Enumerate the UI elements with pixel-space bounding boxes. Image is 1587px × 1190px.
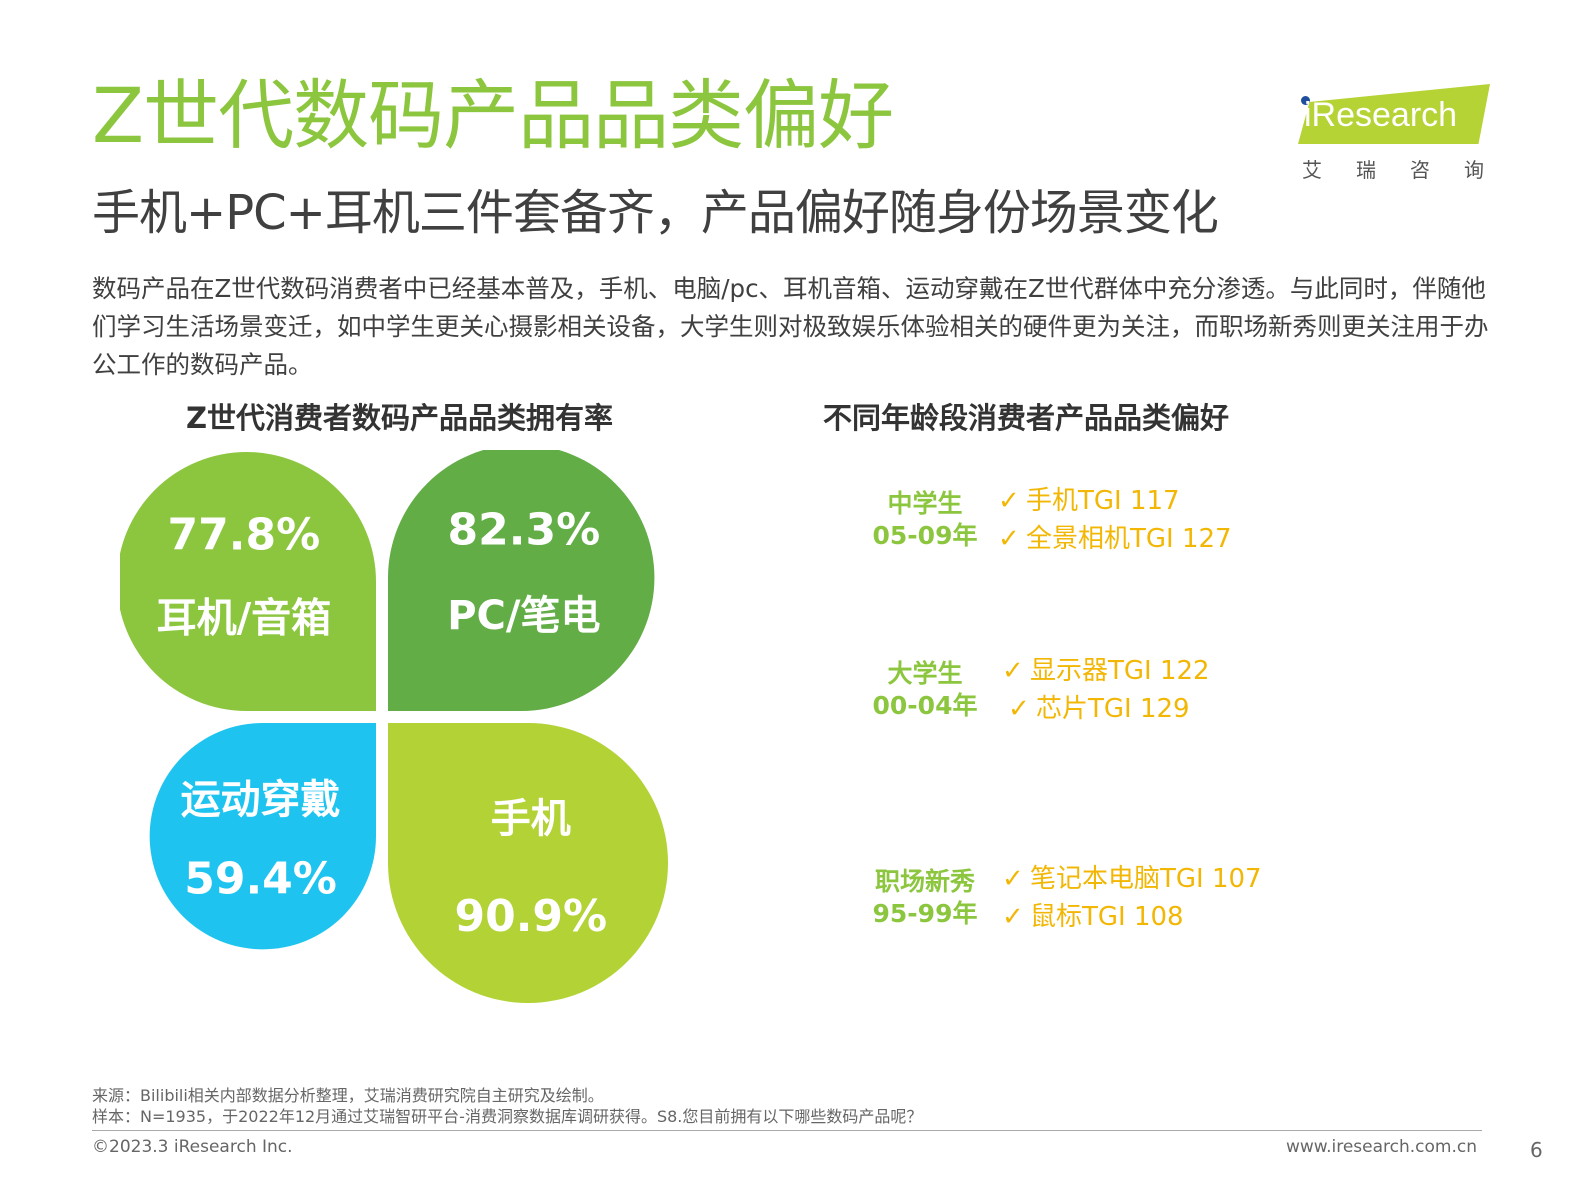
petal-wearables xyxy=(149,723,376,950)
tgi-item: ✓ 显示器TGI 122 xyxy=(1002,652,1210,690)
preference-title: 不同年龄段消费者产品品类偏好 xyxy=(823,401,1230,435)
petal-value-label: 90.9% xyxy=(454,891,607,942)
checkmark-icon: ✓ xyxy=(998,524,1020,554)
website-url: www.iresearch.com.cn xyxy=(1285,1137,1477,1157)
petal-phone xyxy=(388,723,668,1003)
petal-value-label: 77.8% xyxy=(168,509,321,560)
age-group-label: 职场新秀 95-99年 xyxy=(860,866,990,930)
tgi-text: 全景相机TGI 127 xyxy=(1026,524,1232,554)
petal-category-label: 运动穿戴 xyxy=(181,777,341,823)
tgi-list: ✓ 笔记本电脑TGI 107 ✓ 鼠标TGI 108 xyxy=(1002,860,1262,936)
sample-line: 样本：N=1935，于2022年12月通过艾瑞智研平台-消费洞察数据库调研获得。… xyxy=(92,1107,923,1126)
petal-value-label: 82.3% xyxy=(448,504,601,555)
page-number: 6 xyxy=(1530,1138,1543,1162)
tgi-item: ✓ 手机TGI 117 xyxy=(998,482,1232,520)
description-paragraph: 数码产品在Z世代数码消费者中已经基本普及，手机、电脑/pc、耳机音箱、运动穿戴在… xyxy=(92,274,1489,379)
page-subtitle: 手机+PC+耳机三件套备齐，产品偏好随身份场景变化 xyxy=(92,185,1219,241)
age-group-name: 中学生 xyxy=(887,489,963,518)
age-group-years: 95-99年 xyxy=(872,899,978,928)
age-group-name: 职场新秀 xyxy=(874,867,975,896)
tgi-text: 芯片TGI 129 xyxy=(1036,694,1190,724)
checkmark-icon: ✓ xyxy=(998,486,1020,516)
petal-category-label: 手机 xyxy=(491,796,571,842)
tgi-text: 手机TGI 117 xyxy=(1026,486,1180,516)
tgi-text: 鼠标TGI 108 xyxy=(1030,902,1184,932)
source-note: 来源：Bilibili相关内部数据分析整理，艾瑞消费研究院自主研究及绘制。 样本… xyxy=(92,1085,922,1127)
source-line: 来源：Bilibili相关内部数据分析整理，艾瑞消费研究院自主研究及绘制。 xyxy=(92,1086,604,1105)
checkmark-icon: ✓ xyxy=(1008,694,1030,724)
chart-title: Z世代消费者数码产品品类拥有率 xyxy=(186,401,614,435)
footer-divider xyxy=(92,1130,1482,1131)
petal-category-label: PC/笔电 xyxy=(447,593,600,639)
petal-headphones xyxy=(120,451,376,711)
tgi-list: ✓ 显示器TGI 122 ✓ 芯片TGI 129 xyxy=(1002,652,1210,728)
petal-value-label: 59.4% xyxy=(184,853,337,904)
tgi-list: ✓ 手机TGI 117 ✓ 全景相机TGI 127 xyxy=(998,482,1232,558)
checkmark-icon: ✓ xyxy=(1002,656,1024,686)
tgi-item: ✓ 笔记本电脑TGI 107 xyxy=(1002,860,1262,898)
ownership-clover-chart: 耳机/音箱 77.8% PC/笔电 82.3% 运动穿戴 59.4% 手机 90.9% xyxy=(120,450,668,1003)
petal-pc xyxy=(388,450,655,711)
tgi-item: ✓ 鼠标TGI 108 xyxy=(1002,898,1262,936)
age-group-label: 中学生 05-09年 xyxy=(860,488,990,552)
checkmark-icon: ✓ xyxy=(1002,864,1024,894)
iresearch-logo: iResearch 艾瑞咨询 xyxy=(1298,82,1498,182)
tgi-item: ✓ 全景相机TGI 127 xyxy=(998,520,1232,558)
age-group-years: 05-09年 xyxy=(872,521,978,550)
age-group-name: 大学生 xyxy=(887,659,963,688)
logo-brand: iResearch xyxy=(1304,96,1458,134)
age-group-years: 00-04年 xyxy=(872,691,978,720)
age-group-label: 大学生 00-04年 xyxy=(860,658,990,722)
tgi-text: 笔记本电脑TGI 107 xyxy=(1030,864,1262,894)
copyright: ©2023.3 iResearch Inc. xyxy=(92,1137,293,1157)
petal-category-label: 耳机/音箱 xyxy=(157,595,332,641)
tgi-item: ✓ 芯片TGI 129 xyxy=(1008,690,1210,728)
logo-chinese: 艾瑞咨询 xyxy=(1302,158,1518,182)
page-title: Z世代数码产品品类偏好 xyxy=(92,71,894,160)
checkmark-icon: ✓ xyxy=(1002,902,1024,932)
tgi-text: 显示器TGI 122 xyxy=(1030,656,1210,686)
